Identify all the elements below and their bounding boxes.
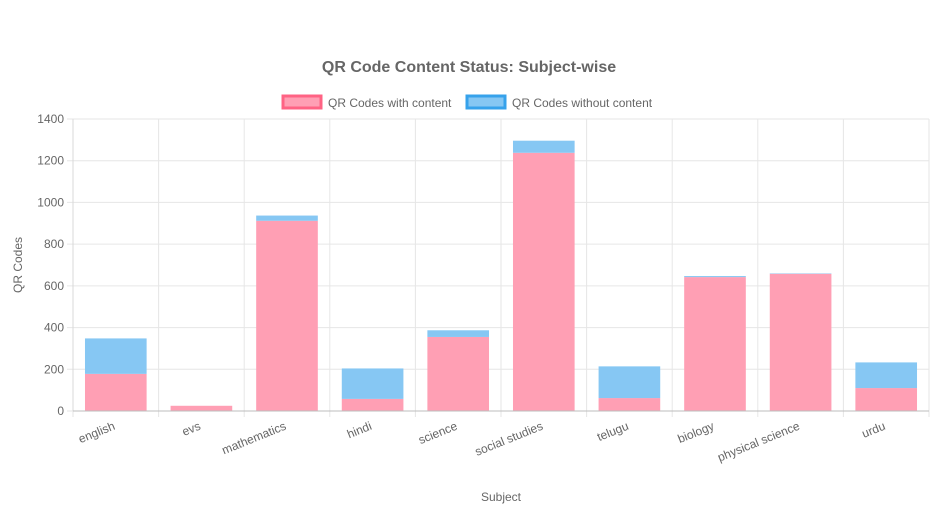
y-tick-label: 800 xyxy=(44,237,64,251)
legend-swatch-with-content xyxy=(281,94,323,110)
legend-label-without-content: QR Codes without content xyxy=(512,96,653,110)
bar-with-content[interactable] xyxy=(769,273,832,411)
x-axis-ticks: english evs mathematics hindi science social … xyxy=(76,419,887,465)
bars xyxy=(84,140,918,411)
bar-without-content[interactable] xyxy=(855,362,918,389)
x-tick-label: hindi xyxy=(345,419,374,441)
x-tick-label: social studies xyxy=(473,419,545,459)
bar-with-content[interactable] xyxy=(427,336,490,411)
x-tick-label: urdu xyxy=(860,419,888,441)
bar-without-content[interactable] xyxy=(427,330,490,337)
legend-item-without-content[interactable]: QR Codes without content xyxy=(465,94,653,110)
x-tick-label: evs xyxy=(180,419,203,439)
bar-with-content[interactable] xyxy=(684,277,746,411)
x-tick-label: telugu xyxy=(595,419,631,444)
bar-without-content[interactable] xyxy=(84,338,147,374)
x-tick-label: science xyxy=(416,419,459,447)
bar-without-content[interactable] xyxy=(598,366,661,399)
bar-with-content[interactable] xyxy=(855,388,918,411)
bar-without-content[interactable] xyxy=(256,215,318,221)
y-tick-label: 400 xyxy=(44,321,64,335)
chart-title: QR Code Content Status: Subject-wise xyxy=(322,59,616,76)
bar-without-content[interactable] xyxy=(512,140,575,153)
y-tick-label: 1200 xyxy=(37,154,64,168)
legend-swatch-without-content xyxy=(465,94,507,110)
bar-with-content[interactable] xyxy=(341,398,404,411)
legend-item-with-content[interactable]: QR Codes with content xyxy=(281,94,452,110)
axes xyxy=(72,119,929,412)
legend-label-with-content: QR Codes with content xyxy=(328,96,452,110)
x-axis-title: Subject xyxy=(481,490,522,504)
bar-with-content[interactable] xyxy=(170,405,233,411)
x-tick-label: mathematics xyxy=(220,419,288,457)
bar-with-content[interactable] xyxy=(256,220,318,411)
y-tick-label: 0 xyxy=(57,404,64,418)
grid xyxy=(67,118,930,417)
y-tick-label: 1400 xyxy=(37,112,64,126)
bar-with-content[interactable] xyxy=(512,152,575,411)
x-tick-label: physical science xyxy=(715,419,802,465)
y-tick-label: 1000 xyxy=(37,195,64,209)
bar-with-content[interactable] xyxy=(84,373,147,411)
legend: QR Codes with content QR Codes without c… xyxy=(281,94,653,110)
y-axis-title: QR Codes xyxy=(11,237,25,293)
x-tick-label: biology xyxy=(676,419,717,446)
bar-with-content[interactable] xyxy=(598,398,661,411)
y-tick-label: 600 xyxy=(44,279,64,293)
y-axis-ticks: 0 200 400 600 800 1000 1200 1400 xyxy=(37,112,64,418)
bar-without-content[interactable] xyxy=(341,368,404,399)
x-tick-label: english xyxy=(76,419,117,446)
bar-without-content[interactable] xyxy=(684,276,746,278)
y-tick-label: 200 xyxy=(44,362,64,376)
